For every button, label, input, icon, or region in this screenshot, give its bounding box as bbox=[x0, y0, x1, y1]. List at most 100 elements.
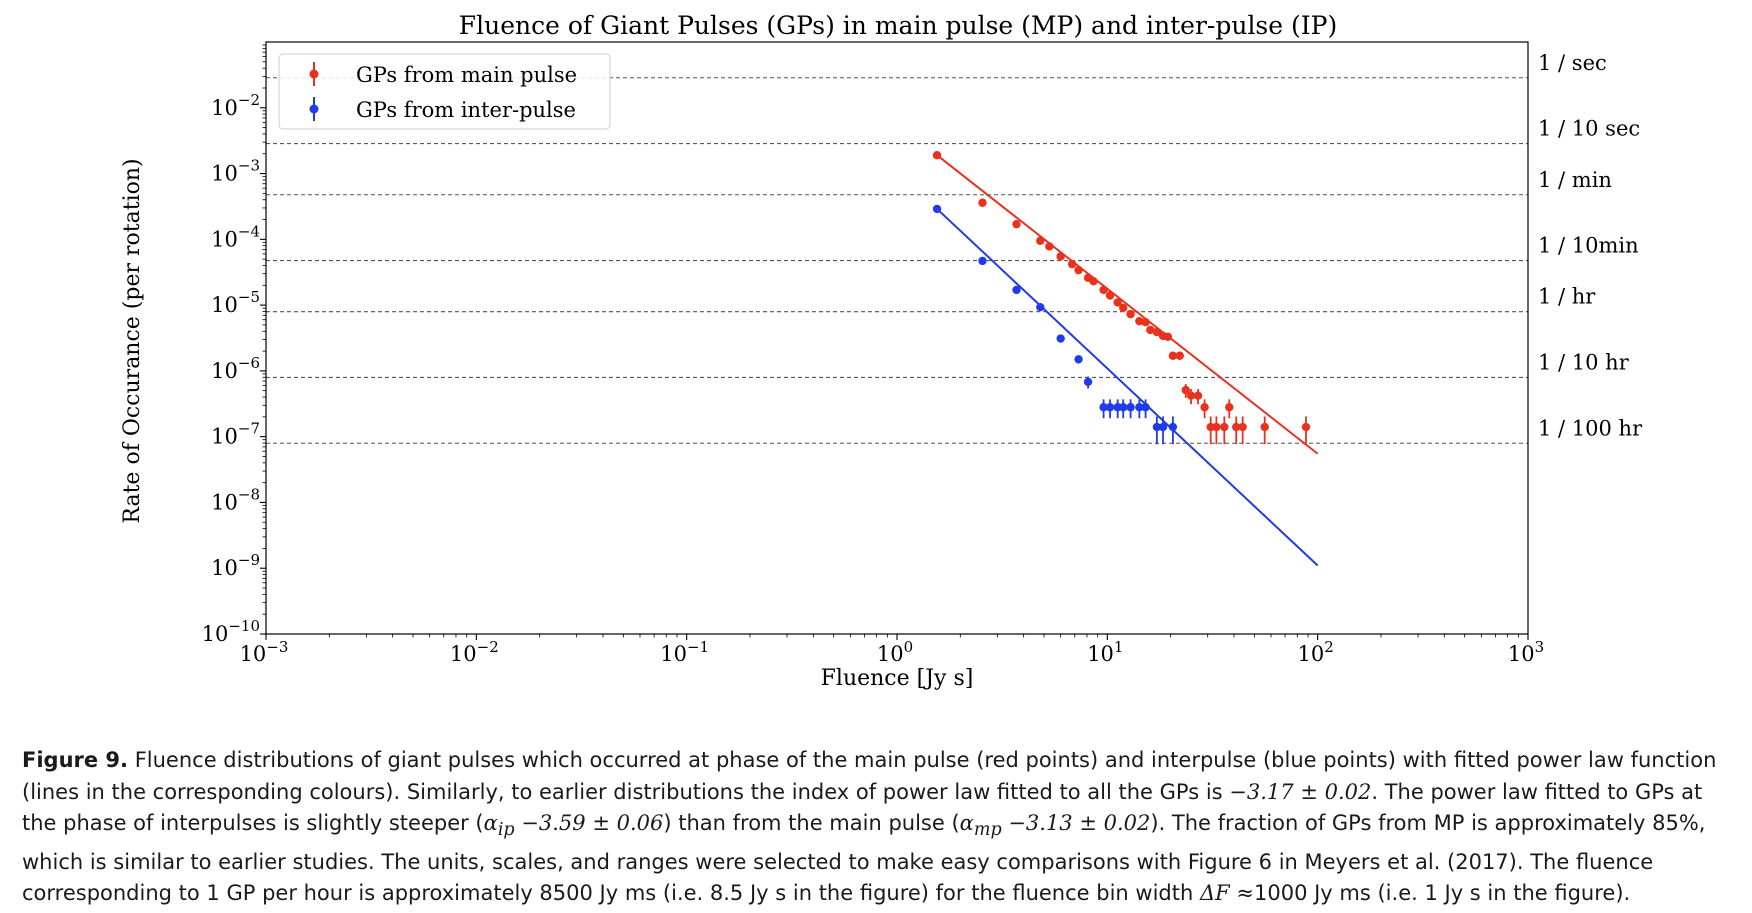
x-tick-label: 100 bbox=[877, 638, 913, 666]
reference-label: 1 / 10min bbox=[1538, 234, 1639, 258]
data-point bbox=[1067, 259, 1077, 269]
data-point bbox=[1232, 422, 1241, 432]
caption-text-1: Fluence distributions of giant pulses wh… bbox=[22, 748, 1717, 804]
data-point bbox=[1146, 325, 1155, 335]
figure-caption: Figure 9. Fluence distributions of giant… bbox=[22, 745, 1732, 910]
data-point bbox=[1036, 236, 1045, 245]
data-point bbox=[1301, 422, 1311, 432]
y-tick-label: 10−3 bbox=[211, 157, 260, 186]
data-point bbox=[1220, 422, 1229, 432]
data-point bbox=[978, 198, 987, 207]
x-tick-label: 102 bbox=[1298, 638, 1334, 666]
caption-math-3: −3.59 ± 0.06 bbox=[514, 811, 664, 835]
data-point bbox=[1152, 327, 1162, 337]
data-point bbox=[1212, 422, 1221, 432]
data-point bbox=[1119, 303, 1128, 313]
y-axis-ticks: 10−2 10−3 10−4 10−5 10−6 10−7 10−8 10−9 10−10 bbox=[202, 44, 266, 646]
reference-label: 1 / 100 hr bbox=[1538, 416, 1643, 440]
reference-label: 1 / 10 sec bbox=[1538, 117, 1640, 141]
data-point bbox=[1012, 285, 1021, 295]
data-point bbox=[1238, 422, 1247, 432]
data-point bbox=[1200, 403, 1209, 412]
x-axis-label: Fluence [Jy s] bbox=[821, 666, 974, 691]
reference-label: 1 / min bbox=[1538, 168, 1612, 192]
data-points bbox=[932, 151, 1311, 445]
data-point bbox=[1141, 317, 1150, 327]
data-point bbox=[1105, 291, 1115, 300]
data-point bbox=[1074, 265, 1083, 275]
data-point bbox=[1105, 403, 1115, 412]
x-tick-label: 10−2 bbox=[450, 638, 499, 666]
reference-line-labels: 1 / sec 1 / 10 sec 1 / min 1 / 10min 1 / hr 1… bbox=[1538, 51, 1643, 440]
data-point bbox=[1141, 403, 1150, 412]
y-axis-label: Rate of Occurance (per rotation) bbox=[120, 158, 145, 523]
data-point bbox=[1083, 377, 1093, 387]
reference-label: 1 / hr bbox=[1538, 285, 1596, 309]
caption-text-2: . The power law fitted to GPs at the pha… bbox=[22, 779, 1703, 836]
legend-label-main: GPs from main pulse bbox=[356, 63, 577, 87]
data-point bbox=[1036, 302, 1045, 312]
y-tick-label: 10−4 bbox=[211, 222, 260, 251]
data-point bbox=[1152, 422, 1162, 432]
reference-label: 1 / sec bbox=[1538, 51, 1607, 75]
data-point bbox=[1099, 285, 1108, 295]
data-point bbox=[1119, 403, 1128, 412]
y-tick-label: 10−2 bbox=[211, 91, 260, 120]
caption-math-1: −3.17 ± 0.02 bbox=[1229, 779, 1372, 804]
data-point bbox=[1135, 316, 1144, 326]
data-point bbox=[1113, 298, 1122, 307]
data-point bbox=[978, 256, 987, 266]
caption-math-mp-sub: mp bbox=[973, 820, 1002, 841]
caption-text-3: ) than from the main pulse ( bbox=[663, 811, 960, 835]
data-point bbox=[1158, 422, 1168, 432]
reference-lines bbox=[266, 77, 1528, 444]
legend-label-inter: GPs from inter-pulse bbox=[356, 98, 576, 122]
caption-math-5: −3.13 ± 0.02 bbox=[1001, 811, 1151, 835]
data-point bbox=[1012, 219, 1021, 229]
data-point bbox=[1045, 242, 1054, 251]
y-tick-label: 10−8 bbox=[211, 485, 260, 514]
legend-marker-inter bbox=[309, 104, 319, 114]
caption-math-ip-sub: ip bbox=[497, 820, 515, 841]
data-point bbox=[1099, 403, 1108, 412]
chart-title: Fluence of Giant Pulses (GPs) in main pu… bbox=[459, 11, 1337, 40]
y-tick-label: 10−10 bbox=[202, 617, 260, 646]
x-tick-label: 103 bbox=[1508, 638, 1544, 666]
legend: GPs from main pulse GPs from inter-pulse bbox=[278, 53, 611, 130]
data-point bbox=[1074, 355, 1083, 364]
data-point bbox=[932, 151, 942, 160]
data-point bbox=[1056, 252, 1065, 261]
data-point bbox=[1089, 277, 1098, 286]
caption-math-alpha-ip: α bbox=[483, 811, 498, 835]
data-point bbox=[1126, 309, 1135, 319]
x-tick-label: 10−1 bbox=[660, 638, 709, 666]
y-tick-label: 10−5 bbox=[211, 288, 260, 317]
data-point bbox=[1175, 351, 1184, 360]
x-tick-label: 101 bbox=[1087, 638, 1123, 666]
data-point bbox=[1168, 422, 1178, 432]
plot-frame bbox=[265, 41, 1529, 635]
caption-math-approx: ≈ bbox=[1229, 881, 1254, 906]
data-point bbox=[1181, 385, 1190, 395]
fit-lines bbox=[936, 154, 1319, 567]
data-point bbox=[1168, 351, 1178, 360]
y-tick-label: 10−9 bbox=[211, 551, 260, 580]
reference-label: 1 / 10 hr bbox=[1538, 350, 1630, 374]
data-point bbox=[1126, 403, 1135, 412]
x-axis-ticks: 10−3 10−2 10−1 100 101 102 103 bbox=[240, 634, 1544, 666]
data-point bbox=[1135, 403, 1144, 412]
caption-math-delta-f: ΔF bbox=[1199, 881, 1230, 906]
x-tick-label: 10−3 bbox=[240, 638, 289, 666]
fluence-chart: Fluence of Giant Pulses (GPs) in main pu… bbox=[120, 11, 1643, 691]
caption-label: Figure 9. bbox=[22, 748, 129, 772]
y-tick-label: 10−7 bbox=[211, 420, 260, 449]
caption-text-4: ). The fraction of GPs from MP is approx… bbox=[22, 811, 1706, 906]
legend-marker-main bbox=[309, 69, 319, 79]
caption-text-5: 1000 Jy ms (i.e. 1 Jy s in the figure). bbox=[1254, 881, 1631, 906]
y-tick-label: 10−6 bbox=[211, 354, 260, 383]
data-point bbox=[1056, 334, 1065, 343]
caption-math-alpha-mp: α bbox=[959, 811, 974, 835]
data-point bbox=[1193, 391, 1203, 400]
data-point bbox=[1163, 332, 1173, 341]
legend-box bbox=[278, 53, 611, 130]
